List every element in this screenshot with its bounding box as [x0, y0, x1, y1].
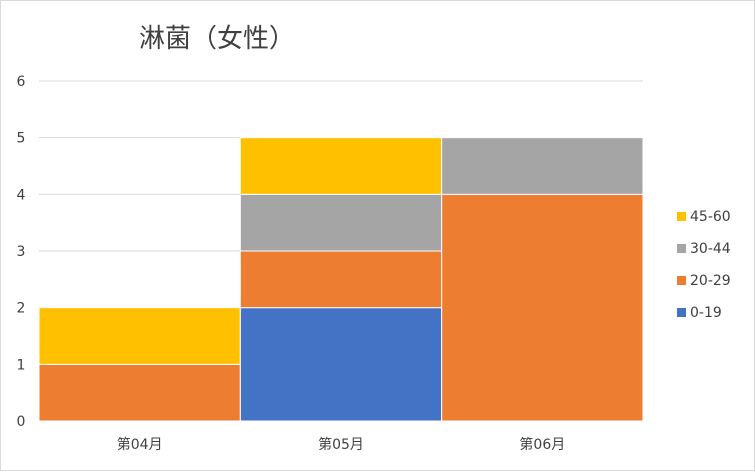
legend-swatch [677, 212, 686, 221]
bar-2-series-1 [239, 307, 443, 422]
y-tick-label: 6 [17, 74, 26, 90]
chart-title: 淋菌（女性） [139, 24, 295, 54]
legend-swatch [677, 308, 686, 317]
y-tick-label: 3 [17, 244, 26, 260]
bars [38, 137, 644, 422]
legend-label: 30-44 [690, 241, 731, 257]
bar-3-series-2 [441, 193, 644, 422]
x-tick-label: 第06月 [519, 436, 565, 453]
legend-swatch [677, 244, 686, 253]
y-axis-ticks: 0 1 2 3 4 5 6 [17, 74, 26, 430]
y-tick-label: 2 [17, 301, 26, 317]
x-axis-ticks: 第04月 第05月 第06月 [117, 436, 565, 453]
legend-swatch [677, 276, 686, 285]
bar-1-series-2 [38, 363, 241, 422]
y-tick-label: 0 [17, 414, 26, 430]
legend-label: 0-19 [690, 305, 722, 321]
bar-2-series-2 [239, 250, 443, 309]
x-tick-label: 第05月 [318, 436, 364, 453]
y-tick-label: 4 [17, 187, 26, 203]
legend-label: 45-60 [690, 209, 731, 225]
bar-2-series-3 [239, 193, 443, 252]
y-tick-label: 5 [17, 131, 26, 147]
bar-3-series-3 [441, 137, 644, 195]
bar-2-series-4 [239, 137, 443, 195]
x-tick-label: 第04月 [117, 436, 163, 453]
bar-1-series-4 [38, 307, 241, 365]
legend-label: 20-29 [690, 273, 731, 289]
legend: 45-60 30-44 20-29 0-19 [677, 209, 731, 321]
y-tick-label: 1 [17, 357, 26, 373]
